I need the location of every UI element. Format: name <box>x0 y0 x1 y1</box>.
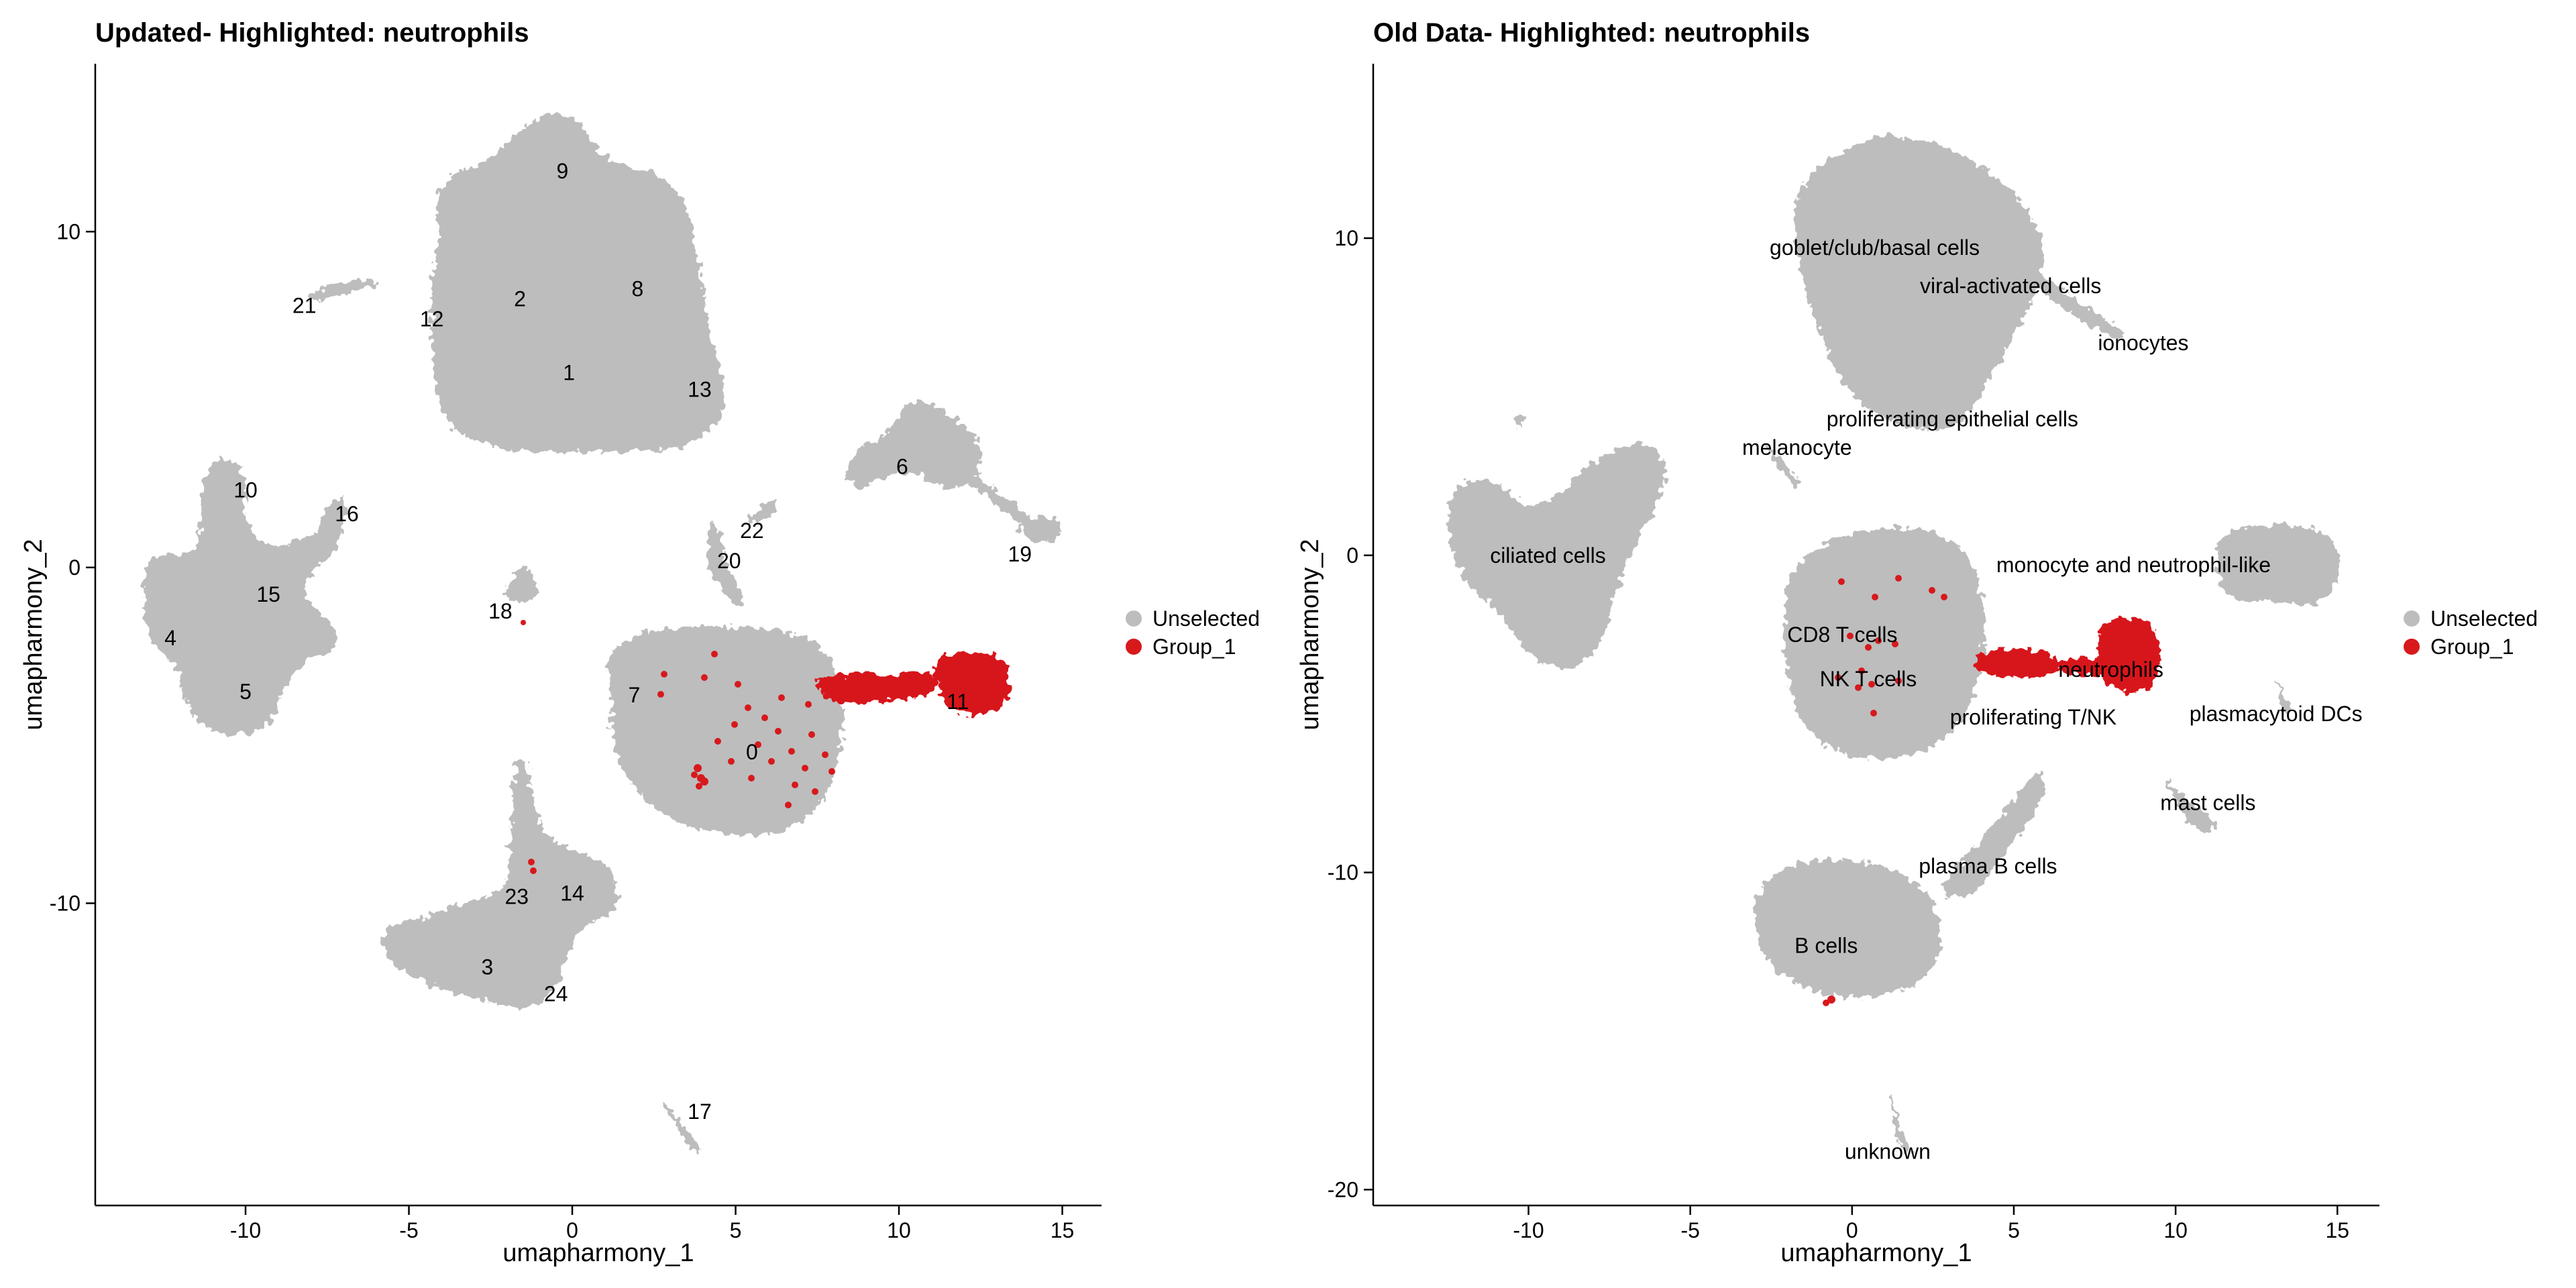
y-tick-label: -10 <box>1328 861 1358 885</box>
x-ticks: -10 -5 0 5 10 15 <box>1513 1205 2349 1242</box>
cluster-label: 11 <box>947 690 969 714</box>
cluster-label: B cells <box>1794 933 1858 957</box>
y-tick-label: 0 <box>1346 543 1358 568</box>
unselected-cells <box>143 113 1061 1155</box>
legend-label: Unselected <box>1152 606 1260 631</box>
cluster-label: 12 <box>420 307 444 331</box>
cluster-label: 9 <box>557 159 569 183</box>
cluster-label: goblet/club/basal cells <box>1770 235 1980 260</box>
group-1-cells <box>521 620 1010 874</box>
cluster-label: 7 <box>629 683 641 707</box>
cluster-label: 22 <box>740 519 764 543</box>
cluster-label: 23 <box>504 884 529 908</box>
y-ticks: -10 0 10 <box>50 219 95 915</box>
legend: Unselected Group_1 <box>2404 606 2538 659</box>
cluster-label: 1 <box>563 361 575 385</box>
cluster-label: NK T cells <box>1820 667 1917 691</box>
legend-swatch <box>2404 610 2420 627</box>
cluster-label: 3 <box>482 955 494 979</box>
x-tick-label: -10 <box>230 1218 261 1242</box>
x-tick-label: 0 <box>1846 1218 1858 1242</box>
plot-title: Updated- Highlighted: neutrophils <box>95 18 529 48</box>
plot-title: Old Data- Highlighted: neutrophils <box>1373 18 1810 48</box>
cluster-label: 21 <box>292 293 317 317</box>
y-ticks: -20 -10 0 10 <box>1328 226 1373 1201</box>
cluster-label: 13 <box>688 378 712 402</box>
legend-label: Group_1 <box>1152 635 1236 659</box>
x-tick-label: 10 <box>887 1218 911 1242</box>
axes: -10 -5 0 5 10 15 -20 -10 0 10 <box>1328 64 2379 1242</box>
cluster-label: viral-activated cells <box>1920 274 2101 298</box>
cluster-label: 10 <box>233 478 258 502</box>
cluster-labels: goblet/club/basal cells viral-activated c… <box>1490 235 2362 1163</box>
x-tick-label: -5 <box>1680 1218 1699 1242</box>
cluster-label: unknown <box>1845 1140 1931 1164</box>
cluster-label: 18 <box>488 599 513 623</box>
x-tick-label: 0 <box>566 1218 578 1242</box>
cluster-label: 24 <box>544 982 568 1006</box>
cluster-label: 4 <box>164 626 176 650</box>
cluster-label: proliferating T/NK <box>1950 705 2116 729</box>
cluster-label: CD8 T cells <box>1787 623 1897 647</box>
y-tick-label: 10 <box>1334 226 1358 250</box>
x-tick-label: 15 <box>1051 1218 1075 1242</box>
cluster-label: 17 <box>688 1099 712 1124</box>
cluster-label: 8 <box>632 276 644 301</box>
cluster-label: proliferating epithelial cells <box>1827 407 2078 431</box>
cluster-label: ciliated cells <box>1490 543 1606 568</box>
cluster-label: plasmacytoid DCs <box>2190 702 2363 726</box>
legend-label: Group_1 <box>2430 635 2514 659</box>
cluster-label: melanocyte <box>1742 435 1852 460</box>
cluster-label: 20 <box>717 549 741 573</box>
y-tick-label: 10 <box>56 219 80 244</box>
x-tick-label: 10 <box>2163 1218 2188 1242</box>
plot-panel-updated: Updated- Highlighted: neutrophils <box>19 18 1260 1267</box>
group-1-cells <box>1823 575 2160 1006</box>
plot-panel-old-data: Old Data- Highlighted: neutrophils <box>1296 18 2538 1267</box>
cluster-label: mast cells <box>2160 791 2255 815</box>
y-axis-label: umapharmony_2 <box>19 539 48 730</box>
cluster-label: neutrophils <box>2058 657 2163 682</box>
x-tick-label: 5 <box>2008 1218 2020 1242</box>
legend-label: Unselected <box>2430 606 2538 631</box>
cluster-label: ionocytes <box>2098 331 2188 355</box>
x-ticks: -10 -5 0 5 10 15 <box>230 1205 1074 1242</box>
x-axis-label: umapharmony_1 <box>1780 1239 1972 1267</box>
legend-swatch <box>1126 610 1142 627</box>
cluster-label: plasma B cells <box>1919 854 2057 878</box>
cluster-label: 2 <box>514 286 526 311</box>
x-tick-label: 15 <box>2326 1218 2350 1242</box>
legend-swatch <box>1126 639 1142 655</box>
x-axis-label: umapharmony_1 <box>502 1239 694 1267</box>
unselected-cells <box>1449 134 2339 1154</box>
legend: Unselected Group_1 <box>1126 606 1260 659</box>
legend-swatch <box>2404 639 2420 655</box>
cluster-label: 15 <box>256 582 280 606</box>
cluster-label: 6 <box>896 455 908 479</box>
cluster-label: 16 <box>335 502 359 526</box>
cluster-label: 19 <box>1008 542 1032 566</box>
cluster-label: 0 <box>746 740 758 764</box>
cluster-label: 14 <box>560 881 584 905</box>
y-axis-label: umapharmony_2 <box>1296 539 1324 730</box>
y-tick-label: -10 <box>50 891 80 915</box>
y-tick-label: 0 <box>68 555 80 580</box>
x-tick-label: 5 <box>730 1218 742 1242</box>
y-tick-label: -20 <box>1328 1177 1358 1201</box>
cluster-label: monocyte and neutrophil-like <box>1996 553 2271 577</box>
x-tick-label: -5 <box>399 1218 418 1242</box>
x-tick-label: -10 <box>1513 1218 1544 1242</box>
cluster-label: 5 <box>239 680 252 704</box>
